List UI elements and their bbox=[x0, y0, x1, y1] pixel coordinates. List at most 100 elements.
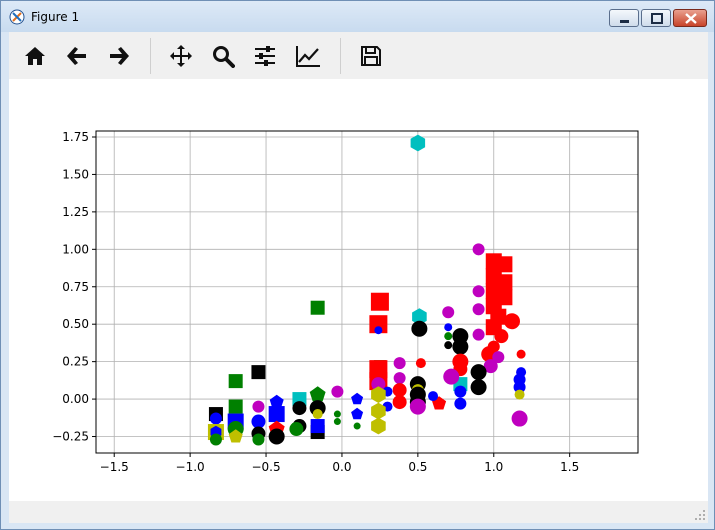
data-point bbox=[333, 418, 341, 426]
y-tick-label: 1.75 bbox=[62, 130, 89, 144]
maximize-button[interactable] bbox=[641, 9, 671, 27]
data-point bbox=[470, 364, 487, 381]
data-point bbox=[472, 328, 485, 341]
data-point bbox=[252, 433, 265, 446]
data-point bbox=[492, 351, 505, 364]
data-point bbox=[333, 410, 341, 418]
data-point bbox=[269, 394, 284, 408]
arrow-left-icon bbox=[67, 47, 86, 65]
figure-canvas[interactable]: −1.5 −1.0 −0.5 0.0 0.5 1.0 1.5 −0.25 0.00 0.25 0.5… bbox=[9, 79, 708, 501]
data-point bbox=[369, 315, 388, 334]
client-area: −1.5 −1.0 −0.5 0.0 0.5 1.0 1.5 −0.25 0.00 0.25 0.5… bbox=[9, 32, 708, 523]
data-point bbox=[513, 381, 526, 394]
line-chart-icon bbox=[296, 46, 320, 67]
sliders-icon bbox=[255, 46, 275, 66]
navigation-toolbar bbox=[9, 32, 708, 79]
data-point bbox=[353, 422, 361, 430]
data-points bbox=[207, 134, 528, 446]
data-point bbox=[209, 433, 222, 446]
data-point bbox=[452, 338, 469, 355]
data-point bbox=[393, 372, 406, 385]
window-title: Figure 1 bbox=[31, 10, 80, 24]
x-tick-label: −0.5 bbox=[251, 460, 280, 474]
data-point bbox=[209, 412, 222, 425]
data-point bbox=[514, 389, 525, 400]
x-tick-label: 1.5 bbox=[560, 460, 579, 474]
home-button[interactable] bbox=[19, 40, 51, 72]
data-point bbox=[289, 422, 304, 437]
close-button[interactable] bbox=[673, 9, 707, 27]
axes-frame bbox=[95, 130, 639, 454]
y-tick-label: −0.25 bbox=[52, 430, 89, 444]
data-point bbox=[228, 374, 243, 389]
data-point bbox=[393, 357, 406, 370]
y-tick-label: 0.00 bbox=[62, 392, 89, 406]
data-point bbox=[370, 292, 389, 311]
data-point bbox=[228, 429, 243, 443]
x-tick-label: 1.0 bbox=[484, 460, 503, 474]
y-tick-label: 1.25 bbox=[62, 205, 89, 219]
data-point bbox=[483, 359, 498, 374]
resize-grip-icon[interactable] bbox=[694, 509, 706, 521]
zoom-button[interactable] bbox=[207, 40, 239, 72]
move-icon bbox=[170, 45, 192, 67]
y-tick-label: 0.75 bbox=[62, 280, 89, 294]
data-point bbox=[442, 306, 455, 319]
data-point bbox=[392, 395, 407, 410]
data-point bbox=[351, 407, 364, 420]
floppy-disk-icon bbox=[361, 46, 381, 66]
minimize-button[interactable] bbox=[609, 9, 639, 27]
x-tick-label: −1.0 bbox=[176, 460, 205, 474]
save-button[interactable] bbox=[355, 40, 387, 72]
back-button[interactable] bbox=[61, 40, 93, 72]
data-point bbox=[312, 409, 323, 420]
minimize-icon bbox=[620, 20, 629, 23]
data-point bbox=[371, 417, 386, 435]
data-point bbox=[268, 406, 285, 423]
status-bar bbox=[9, 501, 708, 523]
data-point bbox=[251, 365, 266, 380]
data-point bbox=[410, 134, 426, 152]
data-point bbox=[392, 383, 407, 398]
customize-button[interactable] bbox=[291, 40, 323, 72]
data-point bbox=[472, 303, 485, 316]
data-point bbox=[443, 368, 460, 385]
data-point bbox=[444, 323, 453, 332]
data-point bbox=[252, 400, 265, 413]
data-point bbox=[310, 419, 325, 434]
y-tick-label: 1.50 bbox=[62, 167, 89, 181]
data-point bbox=[292, 401, 307, 416]
data-point bbox=[470, 379, 487, 396]
maximize-icon bbox=[651, 13, 663, 24]
data-point bbox=[454, 397, 467, 410]
data-point bbox=[351, 392, 364, 405]
arrow-right-icon bbox=[110, 47, 129, 65]
pan-button[interactable] bbox=[165, 40, 197, 72]
home-icon bbox=[25, 47, 45, 65]
toolbar-separator bbox=[150, 38, 151, 74]
x-tick-label: 0.5 bbox=[408, 460, 427, 474]
data-point bbox=[409, 398, 426, 415]
data-point bbox=[310, 300, 325, 315]
toolbar-separator bbox=[340, 38, 341, 74]
data-point bbox=[309, 386, 326, 402]
data-point bbox=[411, 320, 428, 337]
forward-button[interactable] bbox=[103, 40, 135, 72]
data-point bbox=[331, 385, 344, 398]
data-point bbox=[374, 326, 383, 335]
title-bar[interactable]: Figure 1 bbox=[1, 1, 714, 32]
data-point bbox=[251, 414, 266, 429]
app-icon bbox=[9, 9, 25, 25]
data-point bbox=[268, 428, 285, 445]
y-tick-label: 0.25 bbox=[62, 355, 89, 369]
y-tick-label: 1.00 bbox=[62, 242, 89, 256]
data-point bbox=[428, 391, 439, 402]
subplots-button[interactable] bbox=[249, 40, 281, 72]
data-point bbox=[228, 399, 243, 414]
data-point bbox=[454, 385, 467, 398]
scatter-plot: −1.5 −1.0 −0.5 0.0 0.5 1.0 1.5 −0.25 0.00 0.25 0.5… bbox=[52, 130, 639, 474]
data-point bbox=[371, 402, 386, 420]
magnifier-icon bbox=[213, 46, 235, 68]
data-point bbox=[472, 243, 485, 256]
